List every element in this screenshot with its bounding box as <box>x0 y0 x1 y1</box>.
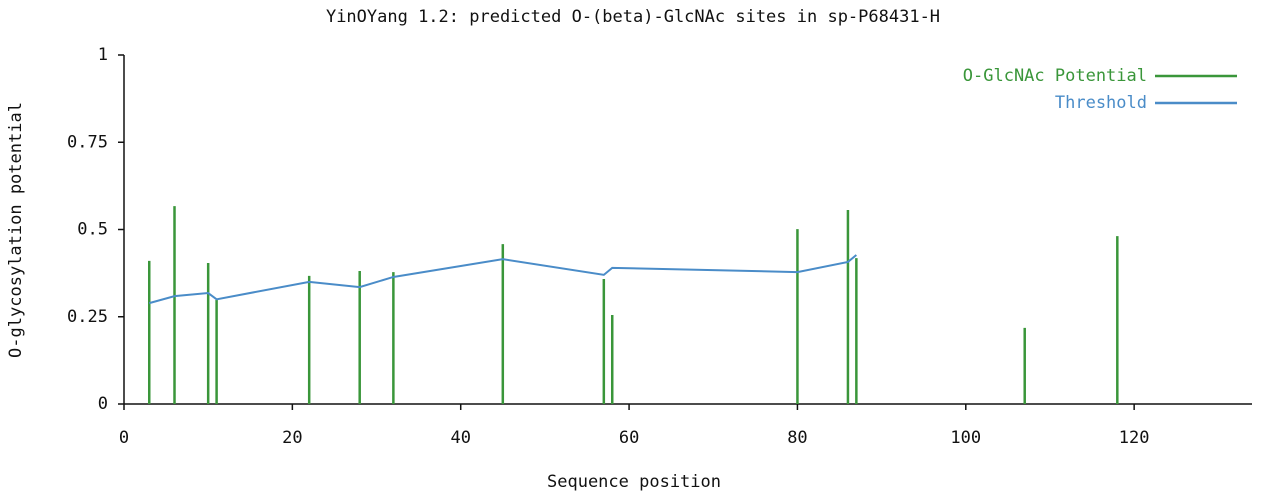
x-axis-label: Sequence position <box>547 472 721 492</box>
x-tick-label: 60 <box>619 428 639 448</box>
chart-title: YinOYang 1.2: predicted O-(beta)-GlcNAc … <box>326 7 940 27</box>
y-tick-label: 0.5 <box>77 220 108 240</box>
legend-label: Threshold <box>1055 93 1147 113</box>
threshold-line <box>149 255 1117 303</box>
x-tick-label: 40 <box>450 428 470 448</box>
x-tick-label: 20 <box>282 428 302 448</box>
y-tick-label: 1 <box>98 45 108 65</box>
x-tick-label: 100 <box>950 428 981 448</box>
x-tick-label: 120 <box>1119 428 1150 448</box>
x-tick-label: 0 <box>119 428 129 448</box>
y-tick-label: 0.25 <box>67 307 108 327</box>
y-axis-label: O-glycosylation potential <box>6 102 26 358</box>
y-tick-label: 0 <box>98 394 108 414</box>
legend-label: O-GlcNAc Potential <box>963 66 1147 86</box>
y-tick-label: 0.75 <box>67 132 108 152</box>
x-tick-label: 80 <box>787 428 807 448</box>
